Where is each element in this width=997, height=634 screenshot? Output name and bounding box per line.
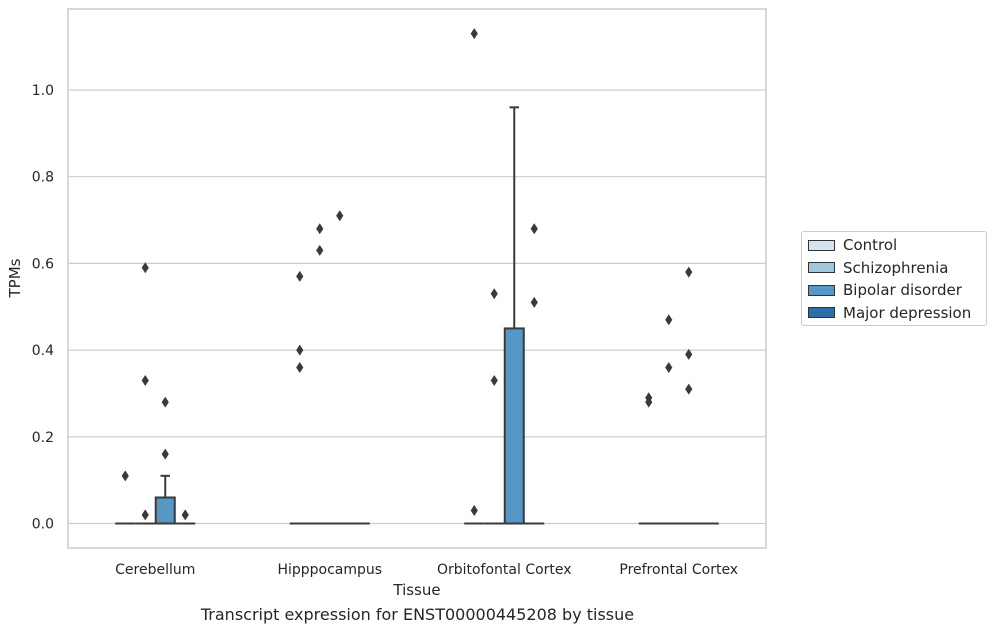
box-3-0 [175, 509, 196, 525]
y-axis-label: TPMs [6, 258, 24, 298]
plot-area-frame [67, 8, 767, 549]
box-plots [115, 28, 719, 525]
legend-item-bipolar-disorder: Bipolar disorder [808, 280, 962, 300]
outlier-point [141, 374, 149, 386]
box-0-3 [638, 392, 659, 525]
outlier-point [665, 361, 673, 373]
box-2-3 [678, 266, 699, 525]
box-1-3 [658, 314, 679, 525]
legend-item-control: Control [808, 235, 897, 255]
legend: Control Schizophrenia Bipolar disorder M… [801, 231, 987, 326]
outlier-point [490, 288, 498, 300]
y-tick-label: 0.8 [32, 170, 54, 186]
legend-item-major-depression: Major depression [808, 303, 971, 323]
outlier-point [141, 262, 149, 274]
y-tick-label: 0.6 [32, 256, 54, 272]
x-tick-label: Prefrontal Cortex [619, 562, 738, 578]
outlier-point [121, 470, 129, 482]
legend-label-bipolar-disorder: Bipolar disorder [843, 281, 962, 299]
outlier-point [685, 348, 693, 360]
outlier-point [181, 509, 189, 521]
box-2-2 [503, 106, 525, 525]
outlier-point [316, 223, 324, 235]
box-0-0 [115, 470, 136, 525]
chart-caption: Transcript expression for ENST0000044520… [200, 605, 635, 624]
outlier-point [470, 28, 478, 40]
y-axis-ticks: 0.0 0.2 0.4 0.6 0.8 1.0 [32, 83, 54, 533]
outlier-point [296, 361, 304, 373]
box-1-2 [484, 288, 505, 525]
outlier-point [665, 314, 673, 326]
outlier-point [470, 504, 478, 516]
y-tick-label: 1.0 [32, 83, 54, 99]
box [154, 496, 176, 525]
gridlines [68, 89, 766, 525]
x-axis-ticks: Cerebellum Hipppocampus Orbitofontal Corte… [115, 562, 738, 578]
x-tick-label: Hipppocampus [277, 562, 382, 578]
outlier-point [161, 396, 169, 408]
outlier-point [530, 296, 538, 308]
box-1-0 [135, 262, 156, 525]
legend-label-schizophrenia: Schizophrenia [843, 258, 949, 277]
box-2-1 [329, 210, 350, 525]
y-tick-label: 0.0 [32, 517, 54, 533]
outlier-point [530, 223, 538, 235]
outlier-point [296, 270, 304, 282]
legend-swatch-bipolar-disorder [808, 284, 835, 296]
box-0-1 [289, 270, 310, 525]
legend-label-major-depression: Major depression [843, 303, 972, 322]
outlier-point [161, 448, 169, 460]
outlier-point [645, 392, 653, 404]
box-1-1 [309, 223, 330, 525]
outlier-point [336, 210, 344, 222]
y-tick-label: 0.4 [32, 343, 54, 359]
legend-swatch-major-depression [808, 307, 835, 318]
legend-swatch-control [808, 239, 835, 251]
outlier-point [685, 266, 693, 278]
box-3-2 [524, 223, 545, 525]
legend-swatch-schizophrenia [808, 262, 835, 273]
y-tick-label: 0.2 [32, 430, 54, 446]
x-tick-label: Cerebellum [115, 562, 195, 578]
outlier-point [685, 383, 693, 395]
box-0-2 [464, 28, 485, 525]
x-tick-label: Orbitofontal Cortex [437, 562, 572, 578]
outlier-point [316, 244, 324, 256]
x-axis-label: Tissue [392, 581, 440, 599]
box [503, 327, 525, 525]
outlier-point [296, 344, 304, 356]
legend-item-schizophrenia: Schizophrenia [808, 258, 948, 278]
box-2-0 [154, 396, 176, 525]
outlier-point [490, 374, 498, 386]
outlier-point [141, 509, 149, 521]
legend-label-control: Control [843, 236, 898, 254]
